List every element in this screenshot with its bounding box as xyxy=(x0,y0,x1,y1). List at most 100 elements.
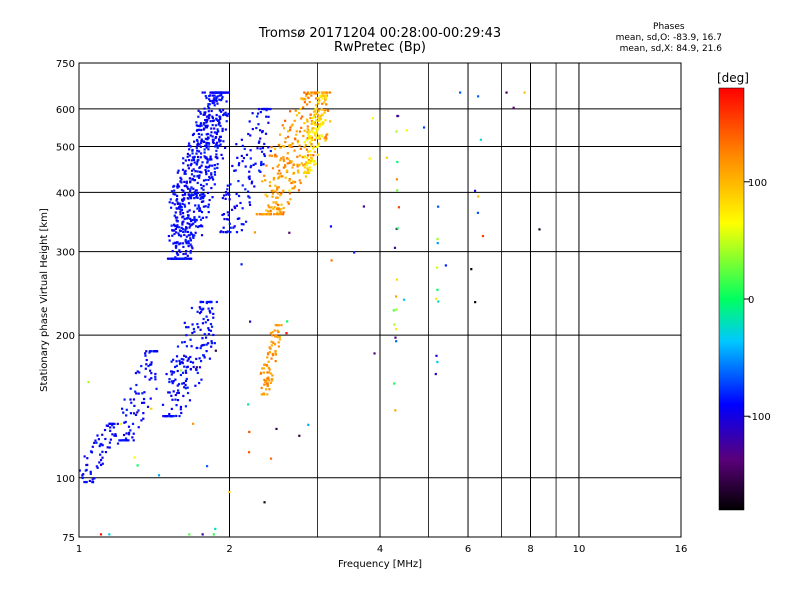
data-point xyxy=(266,195,269,198)
data-point xyxy=(196,207,199,210)
data-point xyxy=(476,211,480,214)
data-point xyxy=(202,354,205,357)
data-point xyxy=(178,243,181,246)
data-point xyxy=(183,193,187,196)
data-point xyxy=(196,160,199,163)
data-point xyxy=(184,238,187,242)
data-point xyxy=(169,415,172,418)
data-point xyxy=(270,189,273,193)
data-point xyxy=(317,116,320,120)
data-point xyxy=(223,91,226,94)
data-point xyxy=(193,192,196,195)
data-point xyxy=(211,91,214,94)
data-point xyxy=(395,278,399,281)
data-point xyxy=(258,213,261,216)
data-point xyxy=(368,157,371,160)
data-point xyxy=(321,121,325,124)
data-point xyxy=(174,227,177,230)
x-tick-label: 8 xyxy=(527,544,533,555)
data-point xyxy=(317,110,320,113)
data-point xyxy=(260,162,263,165)
data-point xyxy=(190,245,193,248)
data-point xyxy=(209,177,212,180)
data-point xyxy=(287,130,290,133)
data-point xyxy=(141,392,144,395)
data-point xyxy=(320,123,323,126)
data-point xyxy=(189,338,192,341)
data-point xyxy=(264,107,267,111)
data-point xyxy=(174,257,178,260)
data-point xyxy=(131,436,134,439)
data-point xyxy=(201,91,204,94)
data-point xyxy=(268,388,271,391)
data-point xyxy=(227,218,230,221)
data-point xyxy=(154,378,157,381)
data-point xyxy=(201,533,204,536)
data-point xyxy=(196,128,199,132)
phase-stats-o: mean, sd,O: -83.9, 16.7 xyxy=(615,33,722,43)
data-point xyxy=(168,380,171,384)
data-point xyxy=(83,455,86,458)
data-point xyxy=(123,398,126,401)
data-point xyxy=(241,184,244,187)
data-point xyxy=(315,145,319,149)
data-point xyxy=(232,226,235,229)
data-point xyxy=(286,162,289,165)
data-point xyxy=(143,391,146,394)
data-point xyxy=(306,154,310,157)
data-point xyxy=(184,169,187,173)
data-point xyxy=(178,207,181,211)
colorbar xyxy=(718,87,745,511)
data-point xyxy=(309,159,313,162)
data-point xyxy=(299,181,302,185)
data-point xyxy=(193,191,196,194)
data-point xyxy=(263,501,266,504)
data-point xyxy=(212,533,215,536)
data-point xyxy=(181,223,184,226)
data-point xyxy=(315,112,319,115)
data-point xyxy=(233,225,236,228)
data-point xyxy=(306,167,309,170)
data-point xyxy=(236,217,239,221)
data-point xyxy=(171,398,174,401)
data-point xyxy=(272,207,275,211)
data-point xyxy=(189,164,192,167)
data-point xyxy=(171,382,174,385)
data-point xyxy=(284,176,287,179)
data-point xyxy=(265,209,268,212)
data-point xyxy=(175,355,179,358)
data-point xyxy=(190,169,194,172)
data-point xyxy=(323,137,326,140)
data-point xyxy=(203,127,206,130)
data-point xyxy=(165,372,168,376)
data-point xyxy=(202,113,205,116)
data-point xyxy=(174,256,177,259)
data-point xyxy=(221,109,225,112)
data-point xyxy=(191,218,194,222)
data-point xyxy=(174,193,177,196)
data-point xyxy=(178,234,181,237)
data-point xyxy=(289,160,292,163)
data-point xyxy=(204,144,207,147)
data-point xyxy=(309,161,312,165)
data-point xyxy=(193,155,196,158)
data-point xyxy=(308,166,311,169)
data-point xyxy=(182,381,186,385)
data-point xyxy=(292,171,296,175)
x-tick-label: 1 xyxy=(76,544,82,555)
data-point xyxy=(183,354,186,357)
data-point xyxy=(154,375,157,378)
data-point xyxy=(198,125,201,128)
data-point xyxy=(134,371,138,375)
data-point xyxy=(188,177,192,180)
data-point xyxy=(199,152,203,155)
data-point xyxy=(314,108,317,111)
data-point xyxy=(218,115,221,118)
data-point xyxy=(99,458,103,462)
data-point xyxy=(178,226,181,229)
data-point xyxy=(214,527,217,530)
data-point xyxy=(81,476,84,480)
data-point xyxy=(155,387,158,390)
data-point xyxy=(286,135,290,138)
data-point xyxy=(248,201,251,204)
